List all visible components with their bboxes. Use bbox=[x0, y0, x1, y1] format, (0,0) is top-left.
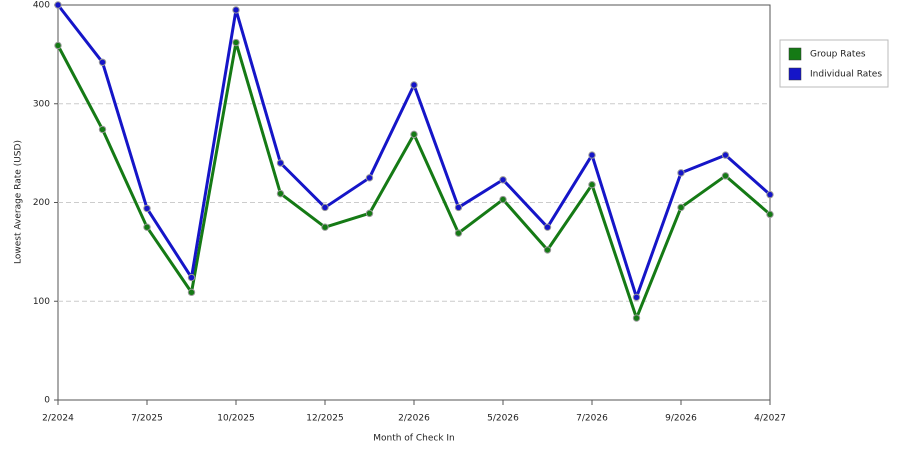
legend-swatch bbox=[788, 67, 802, 81]
data-point bbox=[454, 229, 463, 237]
data-point bbox=[588, 151, 596, 159]
x-tick-label: 2/2024 bbox=[42, 414, 74, 424]
x-tick-label: 7/2026 bbox=[576, 414, 608, 424]
data-point bbox=[54, 1, 62, 9]
data-point bbox=[588, 181, 596, 189]
y-tick-label: 100 bbox=[33, 297, 50, 307]
y-tick-label: 0 bbox=[44, 396, 50, 406]
data-point bbox=[499, 195, 507, 204]
legend-label: Individual Rates bbox=[810, 70, 882, 80]
data-point bbox=[187, 273, 196, 282]
data-point bbox=[721, 151, 730, 159]
data-point bbox=[321, 223, 329, 231]
data-point bbox=[410, 81, 418, 89]
data-point bbox=[143, 204, 151, 213]
x-axis-label: Month of Check In bbox=[373, 434, 455, 444]
legend-swatch bbox=[788, 47, 802, 61]
data-point bbox=[721, 172, 730, 180]
x-tick-label: 2/2026 bbox=[398, 414, 430, 424]
data-point bbox=[365, 209, 374, 218]
data-point bbox=[187, 288, 196, 297]
x-tick-label: 5/2026 bbox=[487, 414, 519, 424]
data-point bbox=[632, 293, 641, 301]
data-point bbox=[543, 223, 552, 231]
x-tick-label: 4/2027 bbox=[754, 414, 786, 424]
y-axis-label: Lowest Average Rate (USD) bbox=[14, 140, 24, 264]
data-point bbox=[499, 176, 507, 184]
data-point bbox=[543, 246, 552, 254]
data-point bbox=[632, 314, 641, 322]
data-point bbox=[143, 223, 151, 231]
data-point bbox=[766, 190, 774, 199]
data-point bbox=[98, 58, 107, 66]
data-point bbox=[677, 169, 685, 177]
data-point bbox=[365, 174, 374, 182]
data-point bbox=[54, 41, 62, 50]
data-point bbox=[454, 203, 463, 212]
y-tick-label: 200 bbox=[33, 198, 50, 208]
data-point bbox=[766, 210, 774, 219]
x-tick-label: 12/2025 bbox=[306, 414, 343, 424]
data-point bbox=[677, 203, 685, 212]
data-point bbox=[232, 38, 240, 47]
data-point bbox=[276, 159, 285, 167]
data-point bbox=[321, 203, 329, 212]
y-tick-label: 400 bbox=[33, 1, 50, 11]
legend-label: Group Rates bbox=[810, 50, 866, 60]
data-point bbox=[232, 6, 240, 14]
data-point bbox=[98, 125, 107, 134]
x-tick-label: 9/2026 bbox=[665, 414, 697, 424]
y-tick-label: 300 bbox=[33, 99, 50, 109]
x-tick-label: 10/2025 bbox=[217, 414, 254, 424]
data-point bbox=[276, 189, 285, 198]
x-tick-label: 7/2025 bbox=[131, 414, 163, 424]
data-point bbox=[410, 130, 418, 139]
